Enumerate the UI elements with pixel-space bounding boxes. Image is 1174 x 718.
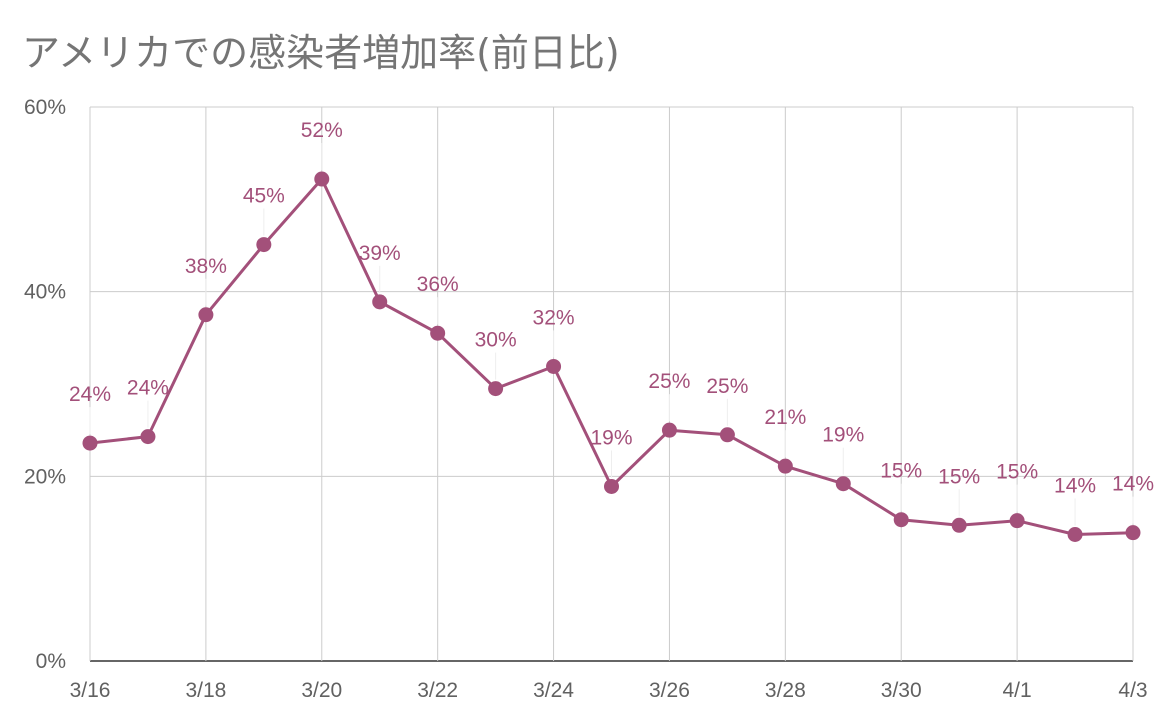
- y-tick-label: 40%: [24, 281, 66, 304]
- data-point: [140, 429, 156, 445]
- data-labels: 24% 24% 38% 45% 52% 39% 36% 30% 32% 19% 25% 25% 21% 1…: [69, 119, 1154, 526]
- data-label: 15%: [880, 460, 922, 483]
- data-label: 14%: [1112, 473, 1154, 496]
- data-label: 14%: [1054, 475, 1096, 498]
- data-point: [82, 435, 98, 451]
- data-point: [835, 476, 851, 492]
- data-point: [951, 517, 967, 533]
- data-label: 38%: [185, 255, 227, 278]
- data-point: [372, 294, 388, 310]
- data-label: 15%: [996, 461, 1038, 484]
- data-label: 32%: [533, 306, 575, 329]
- data-label: 36%: [417, 273, 459, 296]
- data-label: 30%: [475, 329, 517, 352]
- data-point: [661, 422, 677, 438]
- chart-title: アメリカでの感染者増加率(前日比): [22, 31, 620, 75]
- y-tick-label: 60%: [24, 96, 66, 119]
- x-tick-label: 3/18: [185, 679, 226, 702]
- x-tick-label: 3/16: [70, 679, 111, 702]
- data-label: 19%: [590, 426, 632, 449]
- data-point: [198, 307, 214, 323]
- x-tick-label: 3/30: [881, 679, 922, 702]
- x-tick-label: 3/24: [533, 679, 574, 702]
- data-label: 15%: [938, 465, 980, 488]
- y-tick-label: 0%: [36, 650, 66, 673]
- x-tick-label: 3/20: [301, 679, 342, 702]
- data-point: [1009, 513, 1025, 529]
- data-point: [1067, 527, 1083, 543]
- data-label: 25%: [648, 370, 690, 393]
- x-tick-label: 3/26: [649, 679, 690, 702]
- data-label: 45%: [243, 185, 285, 208]
- data-label: 24%: [69, 383, 111, 406]
- data-label: 52%: [301, 119, 343, 142]
- series: [82, 171, 1141, 543]
- data-label: 19%: [822, 424, 864, 447]
- data-label: 25%: [706, 375, 748, 398]
- data-point: [546, 358, 562, 374]
- axis-labels: 0% 20% 40% 60% 3/16 3/18 3/20 3/22 3/24 3/26 3/28 3…: [24, 96, 1148, 702]
- data-point: [719, 427, 735, 443]
- data-point: [430, 325, 446, 341]
- data-point: [256, 237, 272, 253]
- data-point: [1125, 525, 1141, 541]
- x-tick-label: 4/3: [1118, 679, 1147, 702]
- data-point: [604, 478, 619, 494]
- data-point: [893, 512, 909, 528]
- data-label: 39%: [359, 242, 401, 265]
- x-tick-label: 3/22: [417, 679, 458, 702]
- x-tick-label: 3/28: [765, 679, 806, 702]
- data-label: 21%: [764, 406, 806, 429]
- data-point: [488, 381, 504, 397]
- x-tick-label: 4/1: [1003, 679, 1032, 702]
- data-point: [777, 458, 793, 474]
- data-label: 24%: [127, 377, 169, 400]
- y-tick-label: 20%: [24, 465, 66, 488]
- data-point: [314, 171, 330, 187]
